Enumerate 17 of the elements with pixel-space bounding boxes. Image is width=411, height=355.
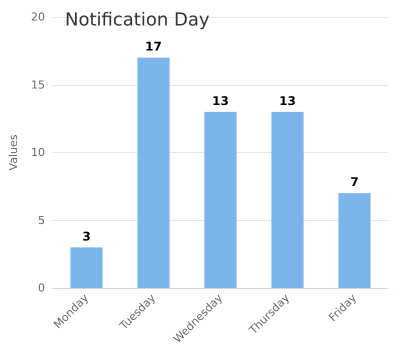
y-tick-label: 15 [31, 78, 45, 92]
bar [271, 112, 304, 288]
y-tick-label: 5 [38, 214, 45, 227]
chart-title: Notification Day [65, 10, 210, 30]
y-tick-label: 0 [38, 282, 45, 294]
data-label: 13 [279, 94, 296, 108]
data-label: 3 [82, 229, 91, 244]
y-axis-title: Values [7, 134, 20, 170]
bar [137, 58, 170, 288]
bar [338, 193, 371, 288]
data-label: 7 [350, 175, 359, 190]
bar [204, 112, 237, 288]
bar [70, 247, 103, 288]
y-tick-label: 10 [31, 146, 45, 159]
data-label: 13 [212, 94, 229, 108]
data-label: 17 [145, 40, 162, 54]
y-tick-label: 20 [31, 10, 45, 24]
